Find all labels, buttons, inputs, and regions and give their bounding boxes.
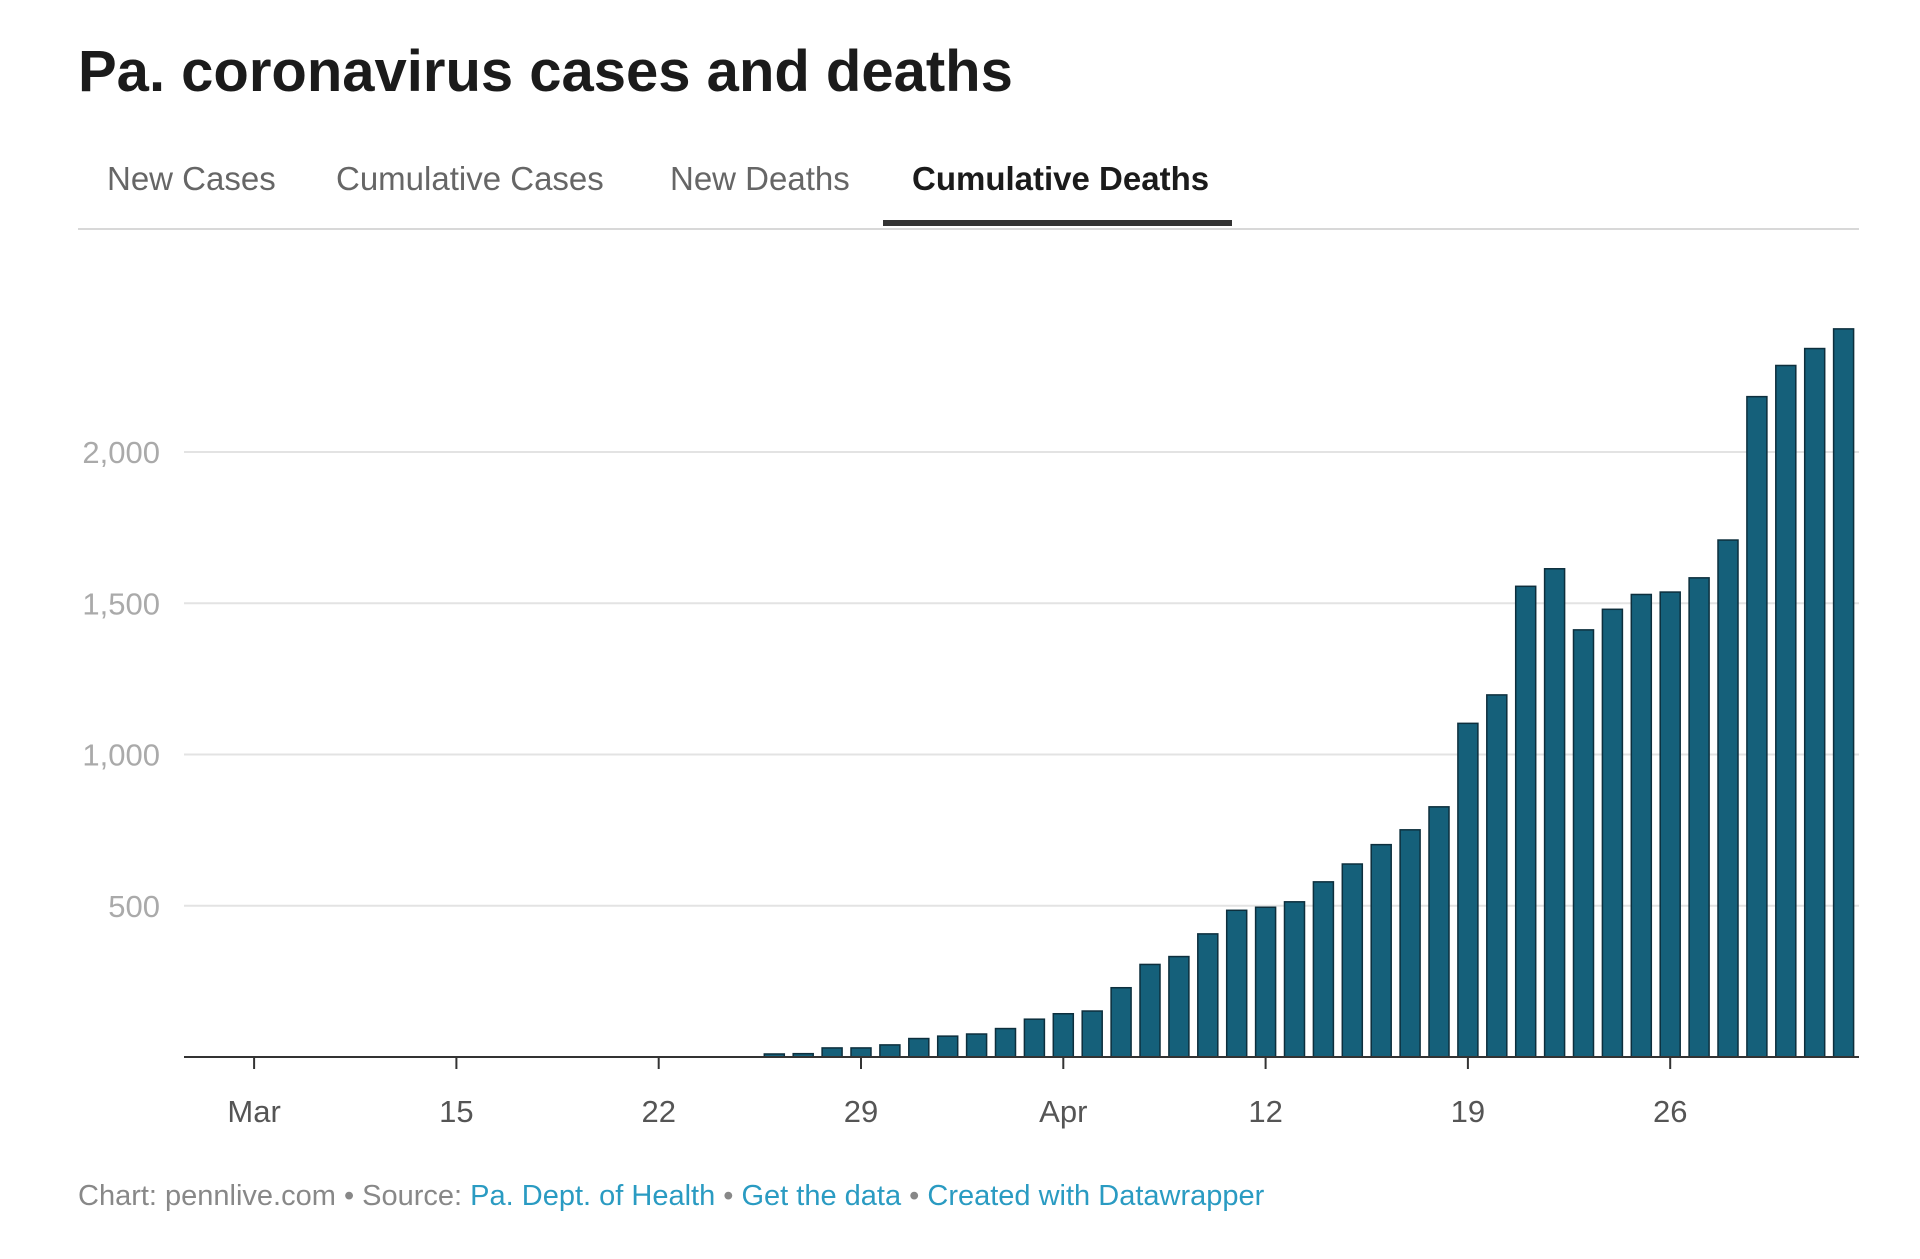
datawrapper-link[interactable]: Created with Datawrapper [927, 1180, 1265, 1212]
bar-apr-8 [1139, 963, 1161, 1058]
y-tick-label: 500 [108, 889, 160, 924]
bar-mar-29 [850, 1047, 872, 1058]
bar-apr-21 [1514, 585, 1537, 1058]
x-tick-label: 26 [1653, 1094, 1687, 1129]
bar-apr-28 [1717, 539, 1739, 1058]
get-data-link[interactable]: Get the data [741, 1180, 902, 1212]
x-tick-label: 12 [1248, 1094, 1282, 1129]
x-tick-label: Mar [227, 1094, 280, 1129]
footer-separator: • [715, 1180, 742, 1212]
bar-apr-27 [1688, 577, 1710, 1058]
bar-apr-14 [1312, 881, 1335, 1058]
active-tab-indicator [883, 220, 1232, 226]
bar-apr-26 [1659, 591, 1681, 1058]
bar-apr-5 [1052, 1012, 1075, 1058]
chart-title: Pa. coronavirus cases and deaths [78, 39, 1013, 104]
bar-apr-18 [1428, 806, 1450, 1058]
bar-apr-12 [1254, 906, 1277, 1058]
bar-apr-11 [1225, 909, 1248, 1058]
bar-may-2 [1832, 328, 1855, 1058]
tab-bar: New Cases Cumulative Cases New Deaths Cu… [78, 150, 1859, 230]
source-link[interactable]: Pa. Dept. of Health [470, 1180, 716, 1212]
footer-credit: Chart: pennlive.com • Source: [78, 1180, 471, 1212]
bar-apr-17 [1399, 829, 1421, 1058]
bar-apr-20 [1486, 694, 1508, 1058]
bar-apr-13 [1283, 901, 1306, 1058]
tab-new-cases[interactable]: New Cases [107, 160, 276, 197]
footer-separator: • [901, 1180, 928, 1212]
bar-apr-19 [1457, 722, 1479, 1058]
bar-apr-30 [1775, 364, 1797, 1058]
bar-apr-23 [1572, 629, 1595, 1058]
bar-apr-29 [1746, 395, 1768, 1058]
y-tick-label: 2,000 [82, 435, 160, 470]
tab-new-deaths[interactable]: New Deaths [670, 160, 850, 197]
bar-apr-15 [1341, 863, 1364, 1058]
bar-apr-16 [1370, 843, 1392, 1058]
bar-apr-10 [1197, 933, 1219, 1058]
bar-mar-28 [821, 1047, 843, 1058]
bar-apr-24 [1601, 608, 1624, 1058]
y-tick-label: 1,500 [82, 586, 160, 621]
x-tick-label: Apr [1039, 1094, 1087, 1129]
bar-apr-4 [1023, 1018, 1046, 1058]
bar-apr-2 [965, 1033, 988, 1058]
bar-apr-22 [1543, 568, 1566, 1058]
y-tick-label: 1,000 [82, 738, 160, 773]
x-tick-label: 15 [439, 1094, 473, 1129]
tab-cumulative-deaths[interactable]: Cumulative Deaths [912, 160, 1210, 197]
bar-apr-1 [936, 1035, 959, 1058]
bar-mar-30 [879, 1044, 901, 1058]
bar-apr-9 [1168, 955, 1190, 1058]
bar-may-1 [1803, 347, 1826, 1058]
bar-apr-25 [1630, 593, 1653, 1058]
x-tick-label: 29 [844, 1094, 878, 1129]
bar-mar-31 [908, 1037, 930, 1058]
bar-apr-6 [1081, 1010, 1103, 1058]
bar-chart: 500 1,000 1,500 2,000 Mar 15 22 29 Apr 12 19 26 [82, 328, 1859, 1129]
bar-apr-7 [1110, 986, 1132, 1058]
tab-cumulative-cases[interactable]: Cumulative Cases [336, 160, 604, 197]
chart-footer: Chart: pennlive.com • Source: Pa. Dept. … [78, 1180, 1264, 1213]
bar-apr-3 [994, 1027, 1017, 1058]
x-tick-label: 22 [641, 1094, 675, 1129]
x-tick-label: 19 [1451, 1094, 1485, 1129]
